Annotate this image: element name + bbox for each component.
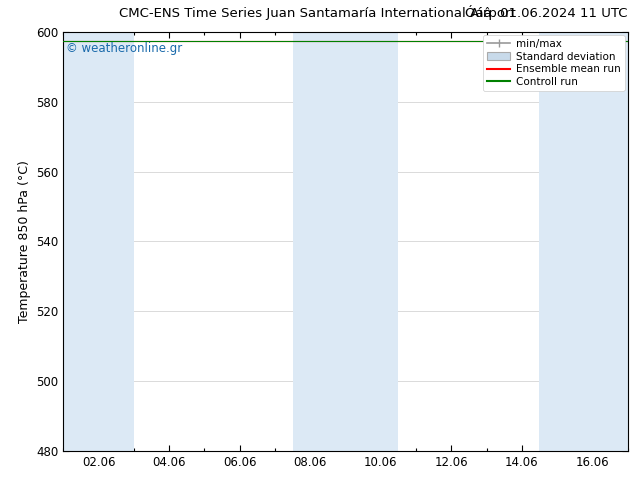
Bar [540,32,628,451]
Y-axis label: Temperature 850 hPa (°C): Temperature 850 hPa (°C) [18,160,30,323]
Text: © weatheronline.gr: © weatheronline.gr [66,42,183,55]
Bar [63,32,134,451]
Text: CMC-ENS Time Series Juan Santamaría International Airport: CMC-ENS Time Series Juan Santamaría Inte… [119,7,515,21]
Text: Óáâ. 01.06.2024 11 UTC: Óáâ. 01.06.2024 11 UTC [465,7,628,21]
Bar [293,32,398,451]
Legend: min/max, Standard deviation, Ensemble mean run, Controll run: min/max, Standard deviation, Ensemble me… [483,35,624,91]
